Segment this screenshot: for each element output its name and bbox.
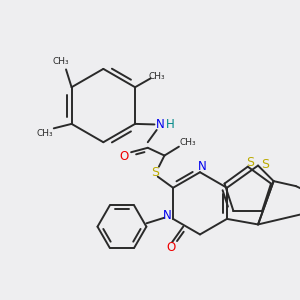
Text: CH₃: CH₃ [149, 72, 166, 81]
Text: H: H [166, 118, 174, 131]
Text: CH₃: CH₃ [179, 138, 196, 147]
Text: S: S [246, 156, 254, 169]
Text: N: N [163, 209, 172, 222]
Text: N: N [156, 118, 164, 131]
Text: O: O [120, 150, 129, 163]
Text: S: S [152, 166, 160, 179]
Text: O: O [166, 241, 176, 254]
Text: N: N [198, 160, 207, 173]
Text: S: S [261, 158, 269, 171]
Text: CH₃: CH₃ [52, 57, 69, 66]
Text: CH₃: CH₃ [37, 129, 53, 138]
